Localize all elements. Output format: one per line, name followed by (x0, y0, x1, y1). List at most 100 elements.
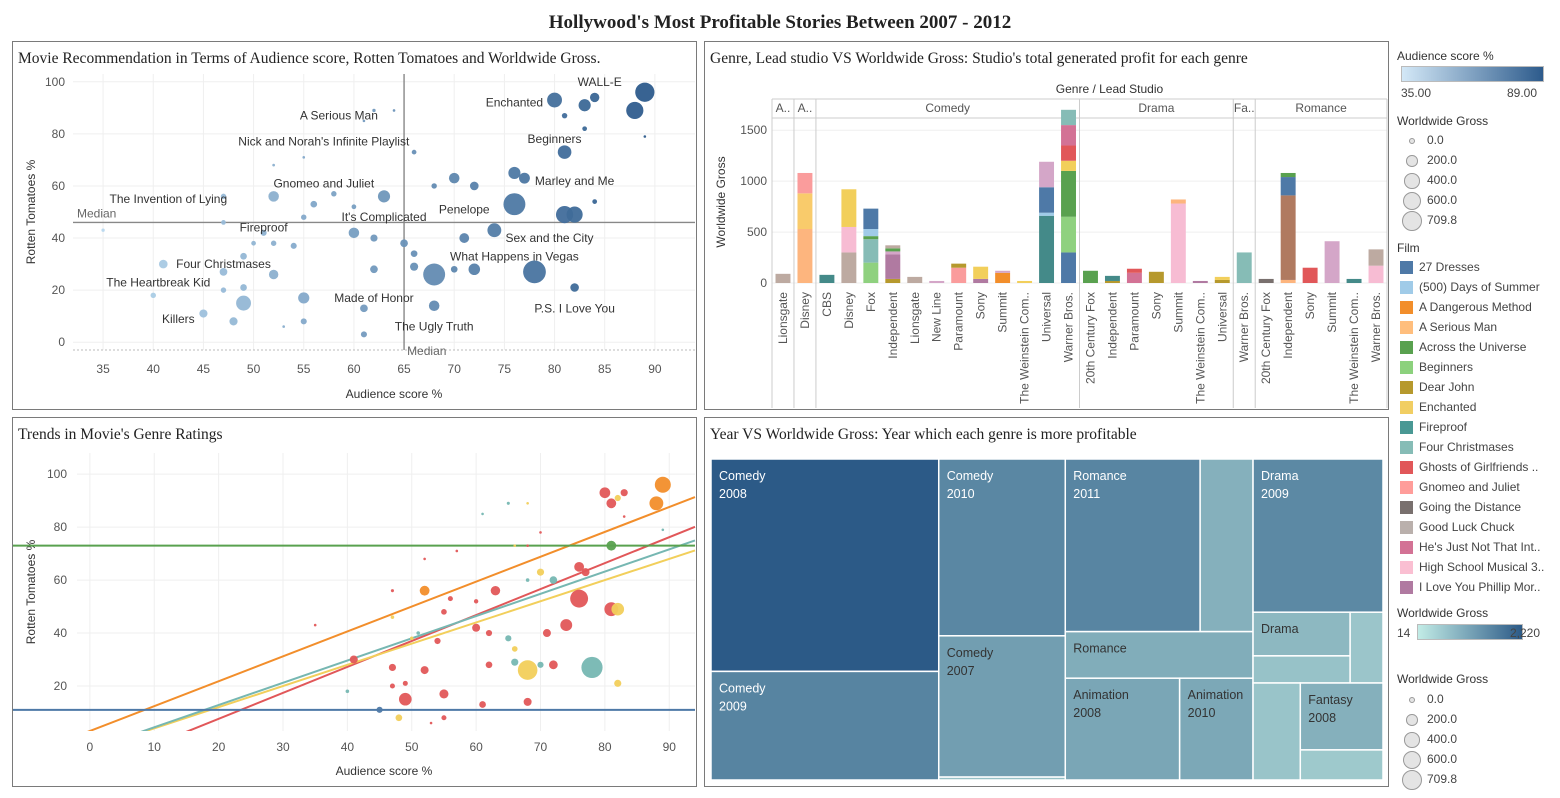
genre-label: Comedy (925, 101, 970, 115)
film-legend-label: He's Just Not That Int.. (1419, 540, 1541, 554)
bar-segment (907, 276, 923, 283)
y-tick-label: 1500 (740, 123, 767, 137)
film-legend-label: Good Luck Chuck (1419, 520, 1515, 534)
trend-point (581, 568, 590, 577)
scatter-point (459, 233, 470, 243)
movie-label: Penelope (439, 202, 490, 216)
tile-year-label: 2010 (947, 487, 975, 501)
scatter-point (362, 119, 366, 123)
treemap-tile (937, 776, 1067, 781)
bar-segment (1039, 212, 1055, 216)
studio-label: Paramount (952, 291, 966, 350)
movie-label: It's Complicated (342, 210, 427, 224)
scatter-point (331, 191, 337, 197)
studio-label: Summit (1171, 291, 1185, 332)
size-legend-2-title: Worldwide Gross (1397, 672, 1489, 686)
size-legend-label: 200.0 (1427, 153, 1458, 167)
movie-label: Marley and Me (535, 174, 615, 188)
studio-label: The Weinstein Com.. (1347, 292, 1361, 404)
treemap-tile (1299, 749, 1384, 781)
bar-segment (863, 208, 879, 230)
trend-point (548, 660, 558, 670)
scatter-point (370, 234, 378, 242)
trend-point (389, 683, 395, 689)
treemap-tile (1252, 655, 1351, 684)
bar-segment (1302, 267, 1318, 283)
film-legend-item: A Serious Man (1397, 320, 1555, 334)
film-legend-label: Gnomeo and Juliet (1419, 480, 1520, 494)
bar-segment (1346, 278, 1362, 283)
trend-point (409, 636, 414, 641)
color-swatch-icon (1400, 561, 1413, 574)
scatter-point (643, 135, 647, 138)
tile-year-label: 2008 (719, 487, 747, 501)
size-legend-title: Worldwide Gross (1397, 114, 1489, 128)
color-swatch-icon (1400, 441, 1413, 454)
scatter-point (547, 92, 562, 108)
film-legend-item: (500) Days of Summer (1397, 280, 1555, 294)
scatter-point (199, 309, 208, 318)
genre-label: Romance (1295, 101, 1347, 115)
trend-point (447, 596, 453, 602)
studio-label: Disney (842, 292, 856, 329)
bar-segment (1039, 161, 1055, 188)
scatter-point (360, 304, 368, 313)
studio-label: Fox (864, 292, 878, 312)
x-tick-label: 70 (448, 362, 462, 376)
size-circle-icon (1404, 173, 1420, 189)
scatter-title: Movie Recommendation in Terms of Audienc… (18, 50, 601, 67)
size-legend-item: 400.0 (1397, 171, 1547, 189)
color-swatch-icon (1400, 501, 1413, 514)
studio-label: 20th Century Fox (1083, 292, 1097, 384)
tile-genre-label: Romance (1073, 642, 1127, 656)
trend-point (537, 661, 544, 668)
bar-segment (1170, 199, 1186, 204)
bar-segment (797, 172, 813, 194)
film-legend-item: Good Luck Chuck (1397, 520, 1555, 534)
treemap-tile (1064, 458, 1201, 633)
trend-point (490, 585, 501, 596)
size-circle-icon (1406, 714, 1418, 726)
movie-label: Four Christmases (176, 257, 271, 271)
trend-point (390, 615, 395, 619)
gross-min: 14 (1397, 626, 1411, 640)
movie-label: Enchanted (486, 96, 543, 110)
tile-genre-label: Comedy (947, 646, 994, 660)
film-legend-item: Gnomeo and Juliet (1397, 480, 1555, 494)
trend-point (614, 679, 622, 687)
trend-point (526, 544, 529, 547)
movie-label: The Ugly Truth (395, 320, 474, 334)
x-tick-label: 45 (197, 362, 211, 376)
scatter-point (428, 300, 440, 312)
size-circle-icon (1406, 155, 1418, 167)
tile-genre-label: Comedy (719, 469, 766, 483)
studio-label: Sony (1303, 292, 1317, 319)
trend-line (87, 496, 696, 731)
treemap-tile (710, 458, 940, 673)
film-legend-item: Ghosts of Girlfriends .. (1397, 460, 1555, 474)
audience-min: 35.00 (1401, 86, 1432, 100)
movie-label: Beginners (528, 132, 582, 146)
scatter-point (240, 252, 247, 260)
median-y-label: Median (77, 206, 116, 220)
scatter-point (582, 126, 588, 132)
trend-point (429, 721, 433, 725)
x-tick-label: 80 (598, 740, 612, 754)
scatter-point (150, 292, 156, 299)
trend-point (416, 631, 420, 635)
movie-label: Gnomeo and Juliet (273, 176, 374, 190)
size-legend-item: 600.0 (1397, 750, 1547, 770)
film-legend-item: Beginners (1397, 360, 1555, 374)
scatter-point (400, 239, 408, 248)
trend-point (581, 656, 603, 679)
scatter-point (431, 183, 437, 189)
trend-point (654, 476, 671, 493)
size-circle-icon (1402, 211, 1422, 231)
bar-segment (863, 239, 879, 263)
trend-point (473, 599, 479, 604)
scatter-point (392, 109, 396, 112)
bar-segment (951, 263, 967, 268)
trend-point (574, 561, 585, 572)
y-tick-label: 80 (54, 520, 68, 534)
bar-segment (1368, 249, 1384, 266)
